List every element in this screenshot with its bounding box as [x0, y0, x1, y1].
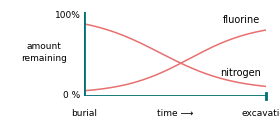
Text: 0 %: 0 % — [63, 91, 80, 100]
Text: amount
remaining: amount remaining — [21, 42, 67, 62]
Text: fluorine: fluorine — [223, 15, 260, 25]
Text: nitrogen: nitrogen — [220, 68, 260, 78]
Text: burial: burial — [71, 109, 97, 117]
Text: time ⟶: time ⟶ — [157, 109, 193, 117]
Text: 100%: 100% — [55, 11, 80, 20]
Text: excavation: excavation — [241, 109, 280, 117]
